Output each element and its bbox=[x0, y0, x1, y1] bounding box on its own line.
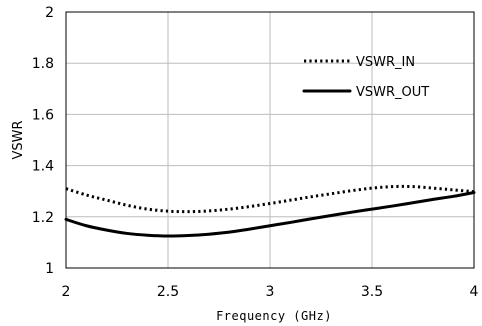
x-tick-label: 2 bbox=[62, 284, 71, 300]
legend-label-vswr-out: VSWR_OUT bbox=[356, 85, 429, 100]
y-tick-label: 1.6 bbox=[32, 107, 54, 123]
x-tick-labels: 2 2.5 3 3.5 4 bbox=[62, 284, 479, 300]
legend: VSWR_IN VSWR_OUT bbox=[302, 55, 429, 100]
series-line-vswr-in bbox=[65, 184, 475, 214]
data-series bbox=[64, 184, 476, 238]
series-line-vswr-out bbox=[64, 190, 476, 238]
y-tick-label: 1 bbox=[45, 261, 54, 277]
x-tick-label: 3 bbox=[266, 284, 275, 300]
legend-label-vswr-in: VSWR_IN bbox=[356, 55, 415, 70]
y-tick-label: 1.2 bbox=[32, 210, 54, 226]
y-tick-labels: 1 1.2 1.4 1.6 1.8 2 bbox=[32, 5, 54, 277]
y-axis-label: VSWR bbox=[11, 120, 26, 159]
x-tick-label: 3.5 bbox=[361, 284, 383, 300]
y-tick-label: 1.8 bbox=[32, 56, 54, 72]
x-axis-label: Frequency (GHz) bbox=[216, 309, 332, 323]
x-tick-label: 4 bbox=[470, 284, 479, 300]
y-tick-label: 2 bbox=[45, 5, 54, 21]
plot-area-frame bbox=[65, 11, 475, 269]
y-tick-label: 1.4 bbox=[32, 159, 54, 175]
x-tick-label: 2.5 bbox=[157, 284, 179, 300]
grid-lines bbox=[65, 11, 475, 269]
